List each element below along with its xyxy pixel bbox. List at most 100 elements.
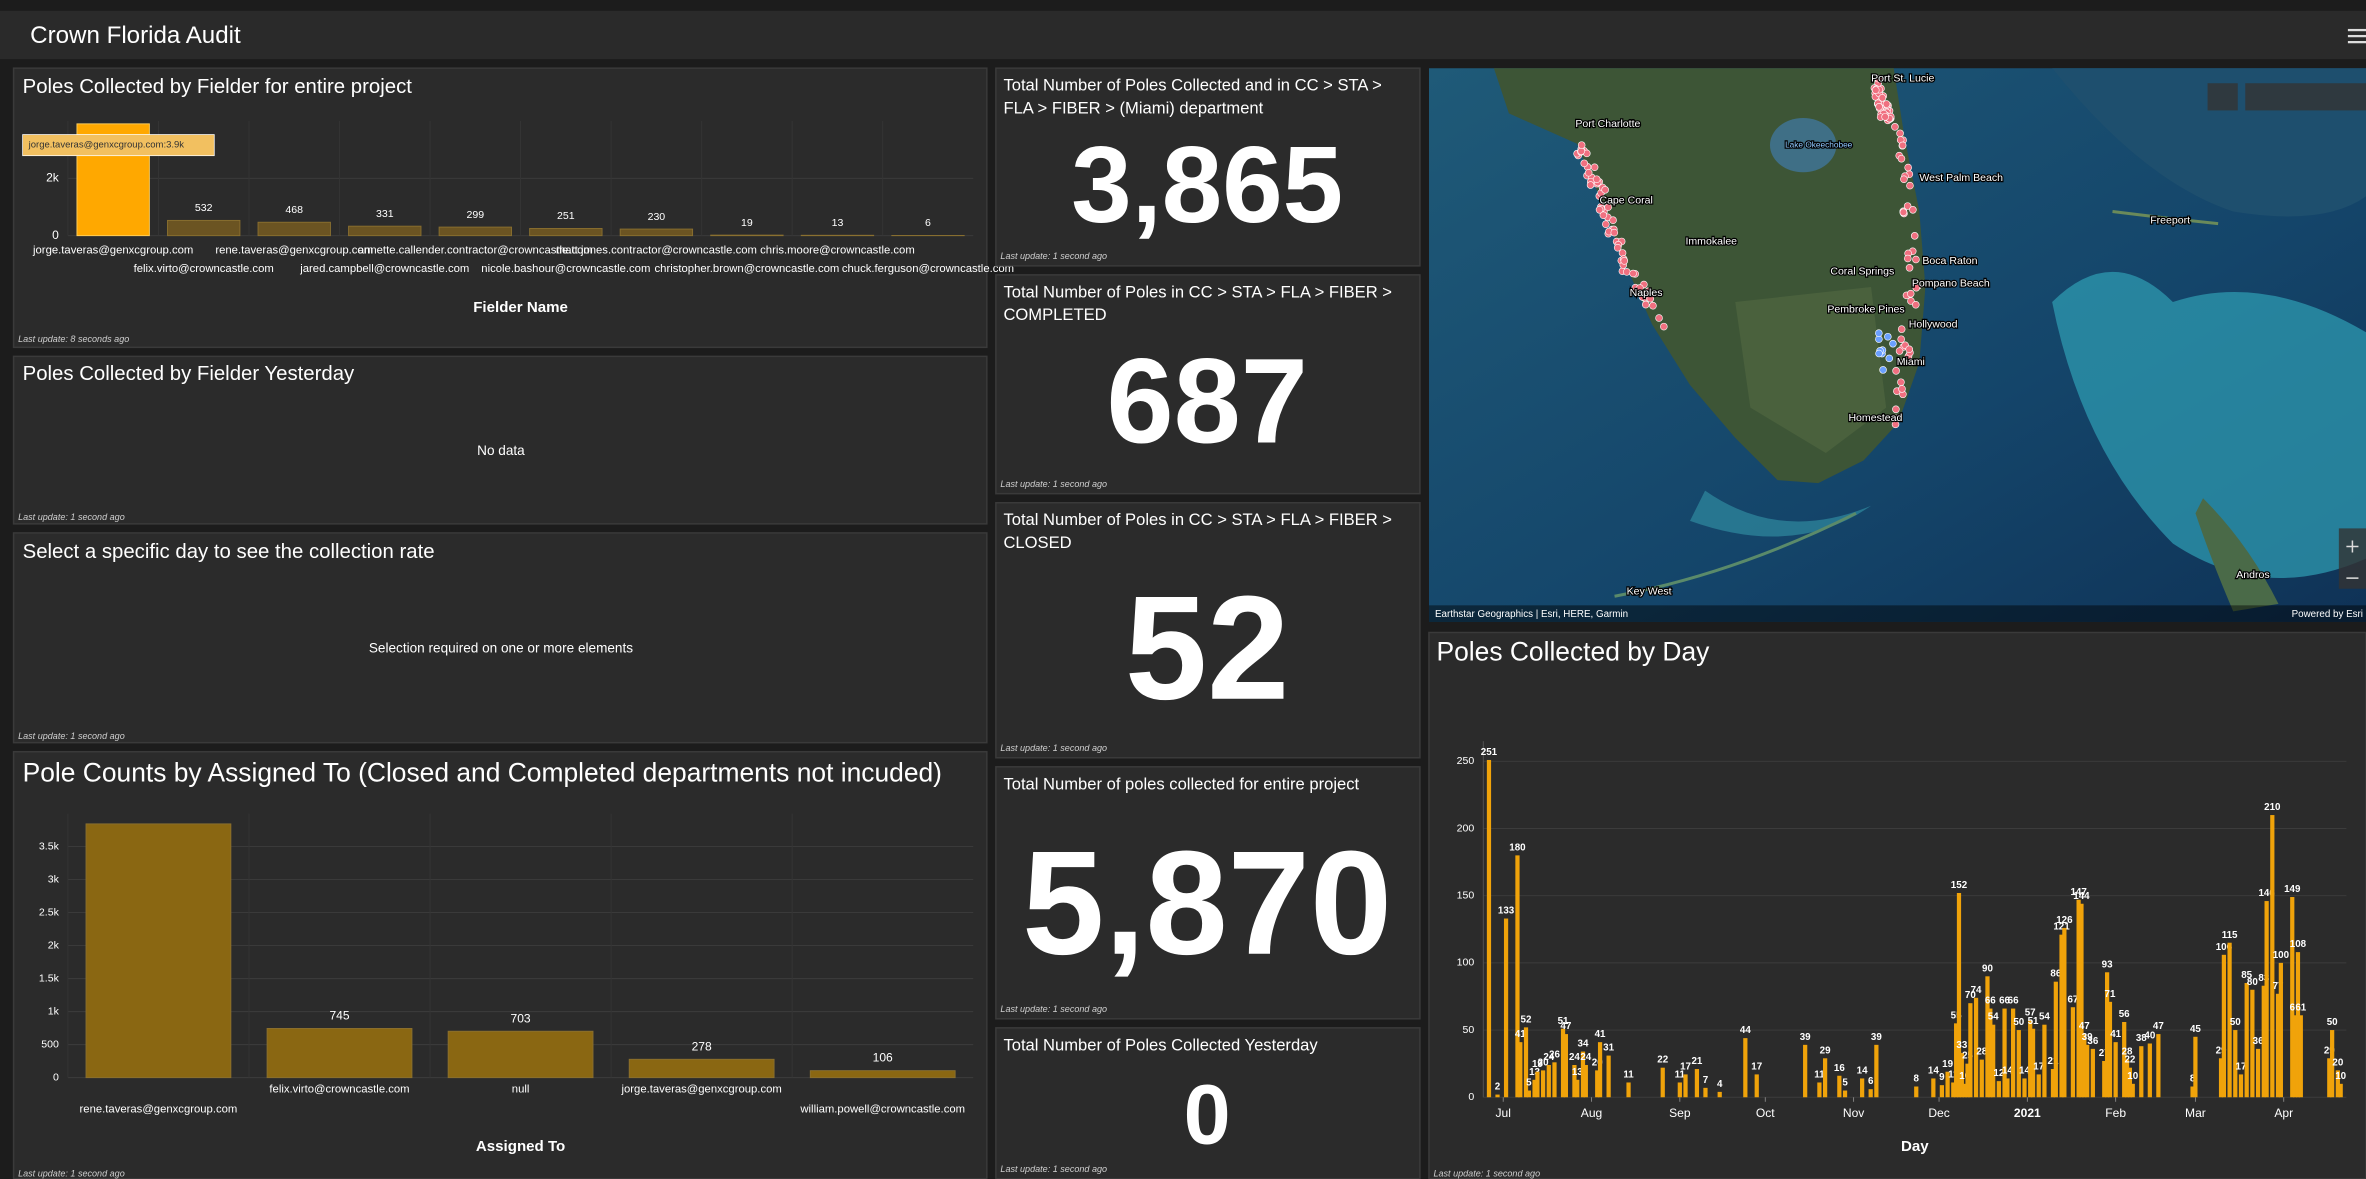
indicator-panel (995, 274, 1421, 495)
map-point (1892, 414, 1900, 423)
value-label: 21 (1691, 1056, 1702, 1067)
map-label: Pembroke Pines (1827, 303, 1904, 315)
bar (529, 228, 603, 237)
map-point (1900, 357, 1909, 366)
value-label: 83 (2258, 973, 2269, 984)
bar (1595, 1070, 1600, 1098)
map-label: Hollywood (1909, 318, 1958, 330)
map-point (1905, 264, 1914, 272)
panel (12, 67, 988, 349)
value-label: 21 (2048, 1056, 2059, 1067)
x-tick-label: Feb (2105, 1106, 2126, 1120)
bar (2290, 897, 2295, 1098)
value-label: 33 (1956, 1040, 1967, 1051)
value-label: 278 (692, 1039, 712, 1053)
map-point (1641, 300, 1650, 309)
bar (167, 219, 241, 237)
value-label: 106 (2216, 942, 2233, 953)
bar (1546, 1065, 1551, 1098)
bar (438, 226, 512, 237)
y-tick-label: 0 (53, 1071, 59, 1083)
y-tick-label: 500 (41, 1038, 59, 1050)
bar (1743, 1038, 1748, 1098)
bar (2030, 1028, 2036, 1098)
value-label: 39 (1800, 1032, 1811, 1043)
value-label: 31 (1603, 1043, 1614, 1054)
last-update: Last update: 1 second ago (1000, 1164, 1107, 1174)
bar (2335, 1070, 2340, 1098)
value-label: 54 (2039, 1012, 2050, 1023)
map-point (1610, 228, 1619, 237)
value-label: 29 (2324, 1045, 2335, 1056)
bar (1939, 1085, 1945, 1098)
map-island (2112, 210, 2219, 226)
menu-button[interactable] (2347, 28, 2366, 44)
bar (2016, 1030, 2021, 1098)
map-point (1590, 163, 1599, 172)
x-tick-label: william.powell@crowncastle.com (799, 1103, 965, 1115)
map-point (1912, 255, 1920, 264)
value-label: 4 (1717, 1079, 1723, 1090)
y-tick-label: 2k (46, 171, 60, 185)
value-label: 22 (1657, 1055, 1668, 1066)
bar (257, 221, 331, 237)
bar (1518, 1042, 1523, 1098)
bar (2250, 989, 2255, 1098)
value-label: 149 (2284, 884, 2301, 895)
bar (2053, 981, 2058, 1098)
bar (1694, 1069, 1700, 1098)
bar (348, 225, 422, 237)
value-label: 532 (195, 202, 213, 214)
bar (1959, 1052, 1964, 1098)
empty-message: No data (477, 443, 525, 458)
bar (2028, 1020, 2033, 1098)
map-point (1620, 257, 1629, 265)
indicator-value: 3,865 (1071, 125, 1343, 246)
map-point (1892, 367, 1900, 375)
search-button[interactable] (2207, 83, 2238, 111)
x-axis-title: Fielder Name (473, 299, 568, 316)
bar (710, 234, 784, 237)
map-tools[interactable] (2245, 83, 2366, 111)
indicator-value: 687 (1106, 334, 1307, 469)
value-label: 299 (467, 209, 485, 221)
value-label: 66 (1985, 996, 1996, 1007)
x-tick-label: Nov (1843, 1106, 1864, 1120)
map-point (1586, 181, 1595, 189)
bar (2082, 1034, 2087, 1098)
map[interactable]: Port St. Lucie Port Charlotte Lake Okeecho… (1428, 68, 2366, 622)
map-lake (1769, 117, 1837, 173)
bar (1988, 1008, 1993, 1098)
value-label: 26 (1549, 1049, 1560, 1060)
map-label: Boca Raton (1922, 255, 1977, 267)
bar (1822, 1058, 1828, 1098)
value-label: 27 (2099, 1048, 2110, 1059)
map-labels: Port St. Lucie Port Charlotte Lake Okeecho… (1574, 71, 2271, 598)
panel-title: Select a specific day to see the collect… (23, 541, 435, 563)
value-label: 17 (1680, 1061, 1691, 1072)
bar (1626, 1082, 1631, 1098)
map-label: Miami (1897, 356, 1925, 368)
bar (1979, 1059, 1984, 1098)
map-label: Port Charlotte (1575, 118, 1640, 130)
indicator-panel (995, 1027, 1421, 1179)
indicator-title: Total Number of Poles in CC > STA > FLA … (1003, 282, 1392, 301)
tooltip-text: jorge.taveras@genxcgroup.com:3.9k (28, 140, 185, 151)
last-update: Last update: 1 second ago (18, 512, 125, 522)
map-point (1580, 159, 1589, 168)
value-label: 6 (1868, 1076, 1874, 1087)
value-label: 36 (2253, 1036, 2264, 1047)
zoom-buttons[interactable] (2338, 528, 2366, 589)
chart-title: Poles Collected by Fielder for entire pr… (23, 76, 413, 98)
value-label: 121 (2053, 922, 2070, 933)
value-label: 20 (2332, 1057, 2343, 1068)
indicator-title: Total Number of Poles Collected Yesterda… (1003, 1035, 1318, 1054)
value-label: 61 (2295, 1002, 2306, 1013)
bar (2124, 1059, 2130, 1098)
tooltip: jorge.taveras@genxcgroup.com:3.9k (22, 134, 215, 157)
bar (1968, 1003, 1973, 1098)
value-label: 16 (1834, 1063, 1845, 1074)
value-label: 39 (2082, 1032, 2093, 1043)
indicator-title: CLOSED (1003, 533, 1071, 552)
map-everglades (1735, 286, 1887, 453)
